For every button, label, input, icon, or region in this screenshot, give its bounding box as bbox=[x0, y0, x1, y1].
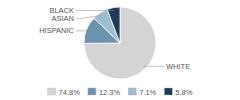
legend-label: 12.3% bbox=[99, 88, 121, 97]
legend-swatch bbox=[48, 88, 56, 95]
leader-line bbox=[76, 10, 114, 11]
legend-label: 7.1% bbox=[139, 88, 156, 97]
slice-labels: WHITE HISPANIC ASIANBLACK bbox=[39, 6, 190, 71]
slice-label: HISPANIC bbox=[39, 26, 74, 35]
legend-item: 12.3% bbox=[88, 88, 121, 97]
legend-swatch bbox=[88, 88, 96, 95]
slice-label: WHITE bbox=[166, 62, 190, 71]
legend-swatch bbox=[128, 88, 136, 95]
legend: 74.8% 12.3% 7.1% 5.8% bbox=[48, 88, 193, 97]
legend-item: 5.8% bbox=[164, 88, 192, 97]
legend-item: 74.8% bbox=[48, 88, 81, 97]
legend-item: 7.1% bbox=[128, 88, 156, 97]
pie-slice bbox=[107, 7, 120, 43]
leader-line bbox=[76, 15, 102, 18]
pie bbox=[84, 7, 156, 79]
leader-line bbox=[144, 66, 165, 67]
leader-line bbox=[76, 30, 90, 31]
chart-container: WHITE HISPANIC ASIANBLACK 74.8% 12.3% 7.1% 5.8… bbox=[0, 0, 240, 100]
slice-label: ASIAN bbox=[51, 14, 74, 23]
legend-label: 74.8% bbox=[59, 88, 81, 97]
legend-label: 5.8% bbox=[175, 88, 192, 97]
legend-swatch bbox=[164, 88, 172, 95]
chart: WHITE HISPANIC ASIANBLACK 74.8% 12.3% 7.1% 5.8… bbox=[0, 0, 240, 100]
slice-label: BLACK bbox=[49, 6, 74, 15]
pie-slice bbox=[84, 7, 156, 79]
